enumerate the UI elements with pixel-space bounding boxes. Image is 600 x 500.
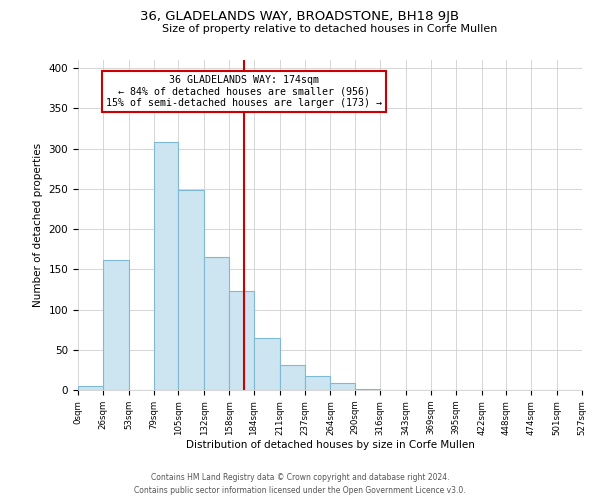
Bar <box>280 365 305 390</box>
Bar <box>254 338 280 390</box>
Text: 36 GLADELANDS WAY: 174sqm
← 84% of detached houses are smaller (956)
15% of semi: 36 GLADELANDS WAY: 174sqm ← 84% of detac… <box>106 75 382 108</box>
Bar <box>78 386 103 390</box>
Bar <box>178 190 204 390</box>
Title: Size of property relative to detached houses in Corfe Mullen: Size of property relative to detached ho… <box>163 24 497 34</box>
Y-axis label: Number of detached properties: Number of detached properties <box>33 143 43 307</box>
Bar <box>229 291 254 390</box>
Text: Contains HM Land Registry data © Crown copyright and database right 2024.
Contai: Contains HM Land Registry data © Crown c… <box>134 474 466 495</box>
Bar <box>204 257 229 390</box>
Text: 36, GLADELANDS WAY, BROADSTONE, BH18 9JB: 36, GLADELANDS WAY, BROADSTONE, BH18 9JB <box>140 10 460 23</box>
Bar <box>154 142 178 390</box>
Bar <box>305 376 331 390</box>
Bar <box>103 260 128 390</box>
Bar <box>331 383 355 390</box>
Bar <box>355 389 380 390</box>
X-axis label: Distribution of detached houses by size in Corfe Mullen: Distribution of detached houses by size … <box>185 440 475 450</box>
